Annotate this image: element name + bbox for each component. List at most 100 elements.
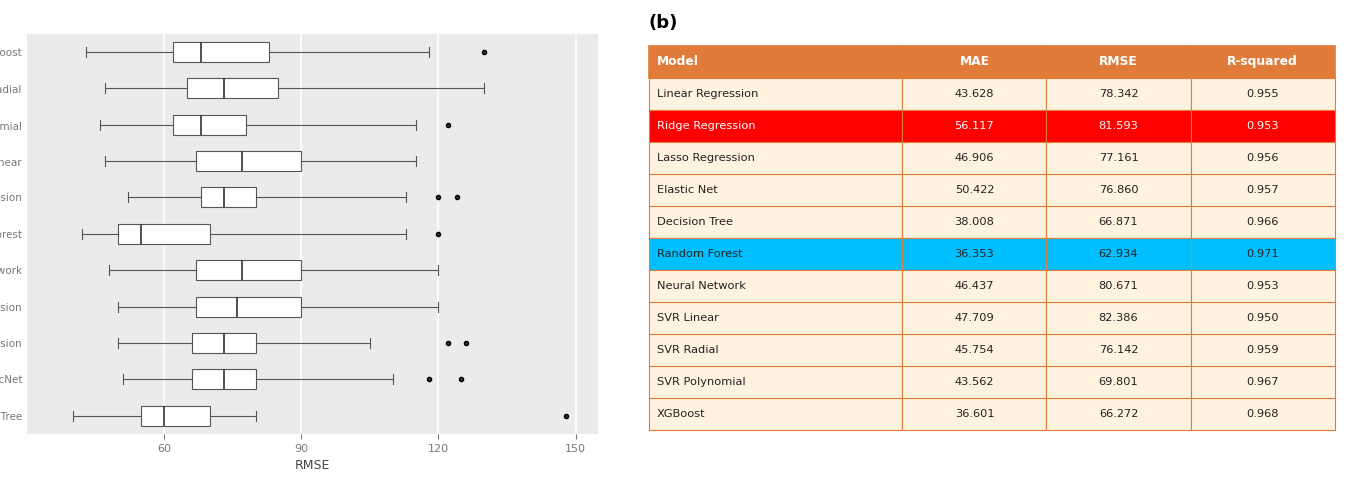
Text: 62.934: 62.934 — [1099, 249, 1138, 259]
Text: Ridge Regression: Ridge Regression — [656, 121, 756, 131]
PathPatch shape — [174, 115, 247, 134]
Bar — [1046, 206, 1190, 238]
Bar — [1190, 334, 1335, 366]
Text: Model: Model — [656, 55, 698, 68]
Bar — [902, 46, 1046, 78]
Bar — [1190, 174, 1335, 206]
Text: 36.353: 36.353 — [954, 249, 995, 259]
Bar — [1190, 78, 1335, 110]
Text: 0.953: 0.953 — [1246, 281, 1279, 291]
Bar — [902, 110, 1046, 142]
Text: 43.628: 43.628 — [954, 89, 995, 99]
Bar — [648, 142, 902, 174]
Text: 0.955: 0.955 — [1246, 89, 1279, 99]
PathPatch shape — [191, 369, 256, 389]
Bar — [1046, 366, 1190, 398]
Bar — [902, 366, 1046, 398]
Bar — [648, 398, 902, 430]
Text: 0.957: 0.957 — [1246, 185, 1279, 195]
Text: 36.601: 36.601 — [954, 409, 995, 419]
Bar — [648, 270, 902, 302]
Bar — [1190, 270, 1335, 302]
Text: Lasso Regression: Lasso Regression — [656, 153, 755, 163]
Text: 81.593: 81.593 — [1099, 121, 1139, 131]
Bar — [902, 206, 1046, 238]
Bar — [902, 398, 1046, 430]
Bar — [1046, 270, 1190, 302]
Bar — [1190, 46, 1335, 78]
Text: Random Forest: Random Forest — [656, 249, 743, 259]
Bar — [902, 142, 1046, 174]
Text: Decision Tree: Decision Tree — [656, 217, 733, 227]
Bar — [648, 302, 902, 334]
Text: 0.968: 0.968 — [1247, 409, 1279, 419]
PathPatch shape — [201, 187, 256, 207]
Text: 0.950: 0.950 — [1246, 313, 1279, 323]
Bar — [1046, 174, 1190, 206]
Text: 0.971: 0.971 — [1246, 249, 1279, 259]
Bar — [648, 110, 902, 142]
Text: 0.959: 0.959 — [1246, 345, 1279, 355]
Text: 82.386: 82.386 — [1099, 313, 1138, 323]
Text: Neural Network: Neural Network — [656, 281, 745, 291]
Text: R-squared: R-squared — [1227, 55, 1298, 68]
Text: 0.966: 0.966 — [1247, 217, 1279, 227]
Bar — [648, 238, 902, 270]
PathPatch shape — [142, 406, 210, 426]
Bar — [1046, 46, 1190, 78]
PathPatch shape — [174, 42, 270, 62]
Bar — [1046, 142, 1190, 174]
PathPatch shape — [187, 78, 279, 98]
Bar — [902, 238, 1046, 270]
Text: 47.709: 47.709 — [954, 313, 995, 323]
Text: 46.906: 46.906 — [954, 153, 995, 163]
Bar — [1190, 206, 1335, 238]
Bar — [902, 302, 1046, 334]
Text: 43.562: 43.562 — [954, 377, 995, 387]
Text: MAE: MAE — [960, 55, 989, 68]
PathPatch shape — [195, 296, 301, 317]
Bar — [1190, 366, 1335, 398]
Text: 69.801: 69.801 — [1099, 377, 1138, 387]
Bar — [1046, 78, 1190, 110]
Text: 50.422: 50.422 — [954, 185, 995, 195]
Text: 76.860: 76.860 — [1099, 185, 1138, 195]
Bar — [1190, 142, 1335, 174]
Bar — [902, 334, 1046, 366]
Text: SVR Linear: SVR Linear — [656, 313, 718, 323]
Bar — [902, 270, 1046, 302]
Text: 80.671: 80.671 — [1099, 281, 1138, 291]
Text: 66.272: 66.272 — [1099, 409, 1138, 419]
Text: 77.161: 77.161 — [1099, 153, 1138, 163]
Bar — [648, 174, 902, 206]
Text: 46.437: 46.437 — [954, 281, 995, 291]
PathPatch shape — [119, 224, 210, 244]
Text: Linear Regression: Linear Regression — [656, 89, 759, 99]
Text: 0.953: 0.953 — [1246, 121, 1279, 131]
Bar — [1190, 110, 1335, 142]
Text: SVR Polynomial: SVR Polynomial — [656, 377, 745, 387]
Bar — [1046, 334, 1190, 366]
Bar — [648, 206, 902, 238]
Bar — [648, 366, 902, 398]
Bar — [648, 78, 902, 110]
Text: 45.754: 45.754 — [954, 345, 995, 355]
Text: 0.956: 0.956 — [1247, 153, 1279, 163]
Text: Elastic Net: Elastic Net — [656, 185, 717, 195]
Bar — [648, 334, 902, 366]
Bar — [648, 46, 902, 78]
Text: 56.117: 56.117 — [954, 121, 995, 131]
Bar — [902, 78, 1046, 110]
Bar — [1190, 398, 1335, 430]
PathPatch shape — [191, 333, 256, 353]
Text: SVR Radial: SVR Radial — [656, 345, 718, 355]
PathPatch shape — [195, 260, 301, 280]
Text: 78.342: 78.342 — [1099, 89, 1138, 99]
Bar — [1046, 302, 1190, 334]
Text: RMSE: RMSE — [1099, 55, 1138, 68]
Text: 66.871: 66.871 — [1099, 217, 1138, 227]
Bar — [902, 174, 1046, 206]
Bar — [1046, 238, 1190, 270]
Bar — [1190, 302, 1335, 334]
Bar — [1046, 398, 1190, 430]
